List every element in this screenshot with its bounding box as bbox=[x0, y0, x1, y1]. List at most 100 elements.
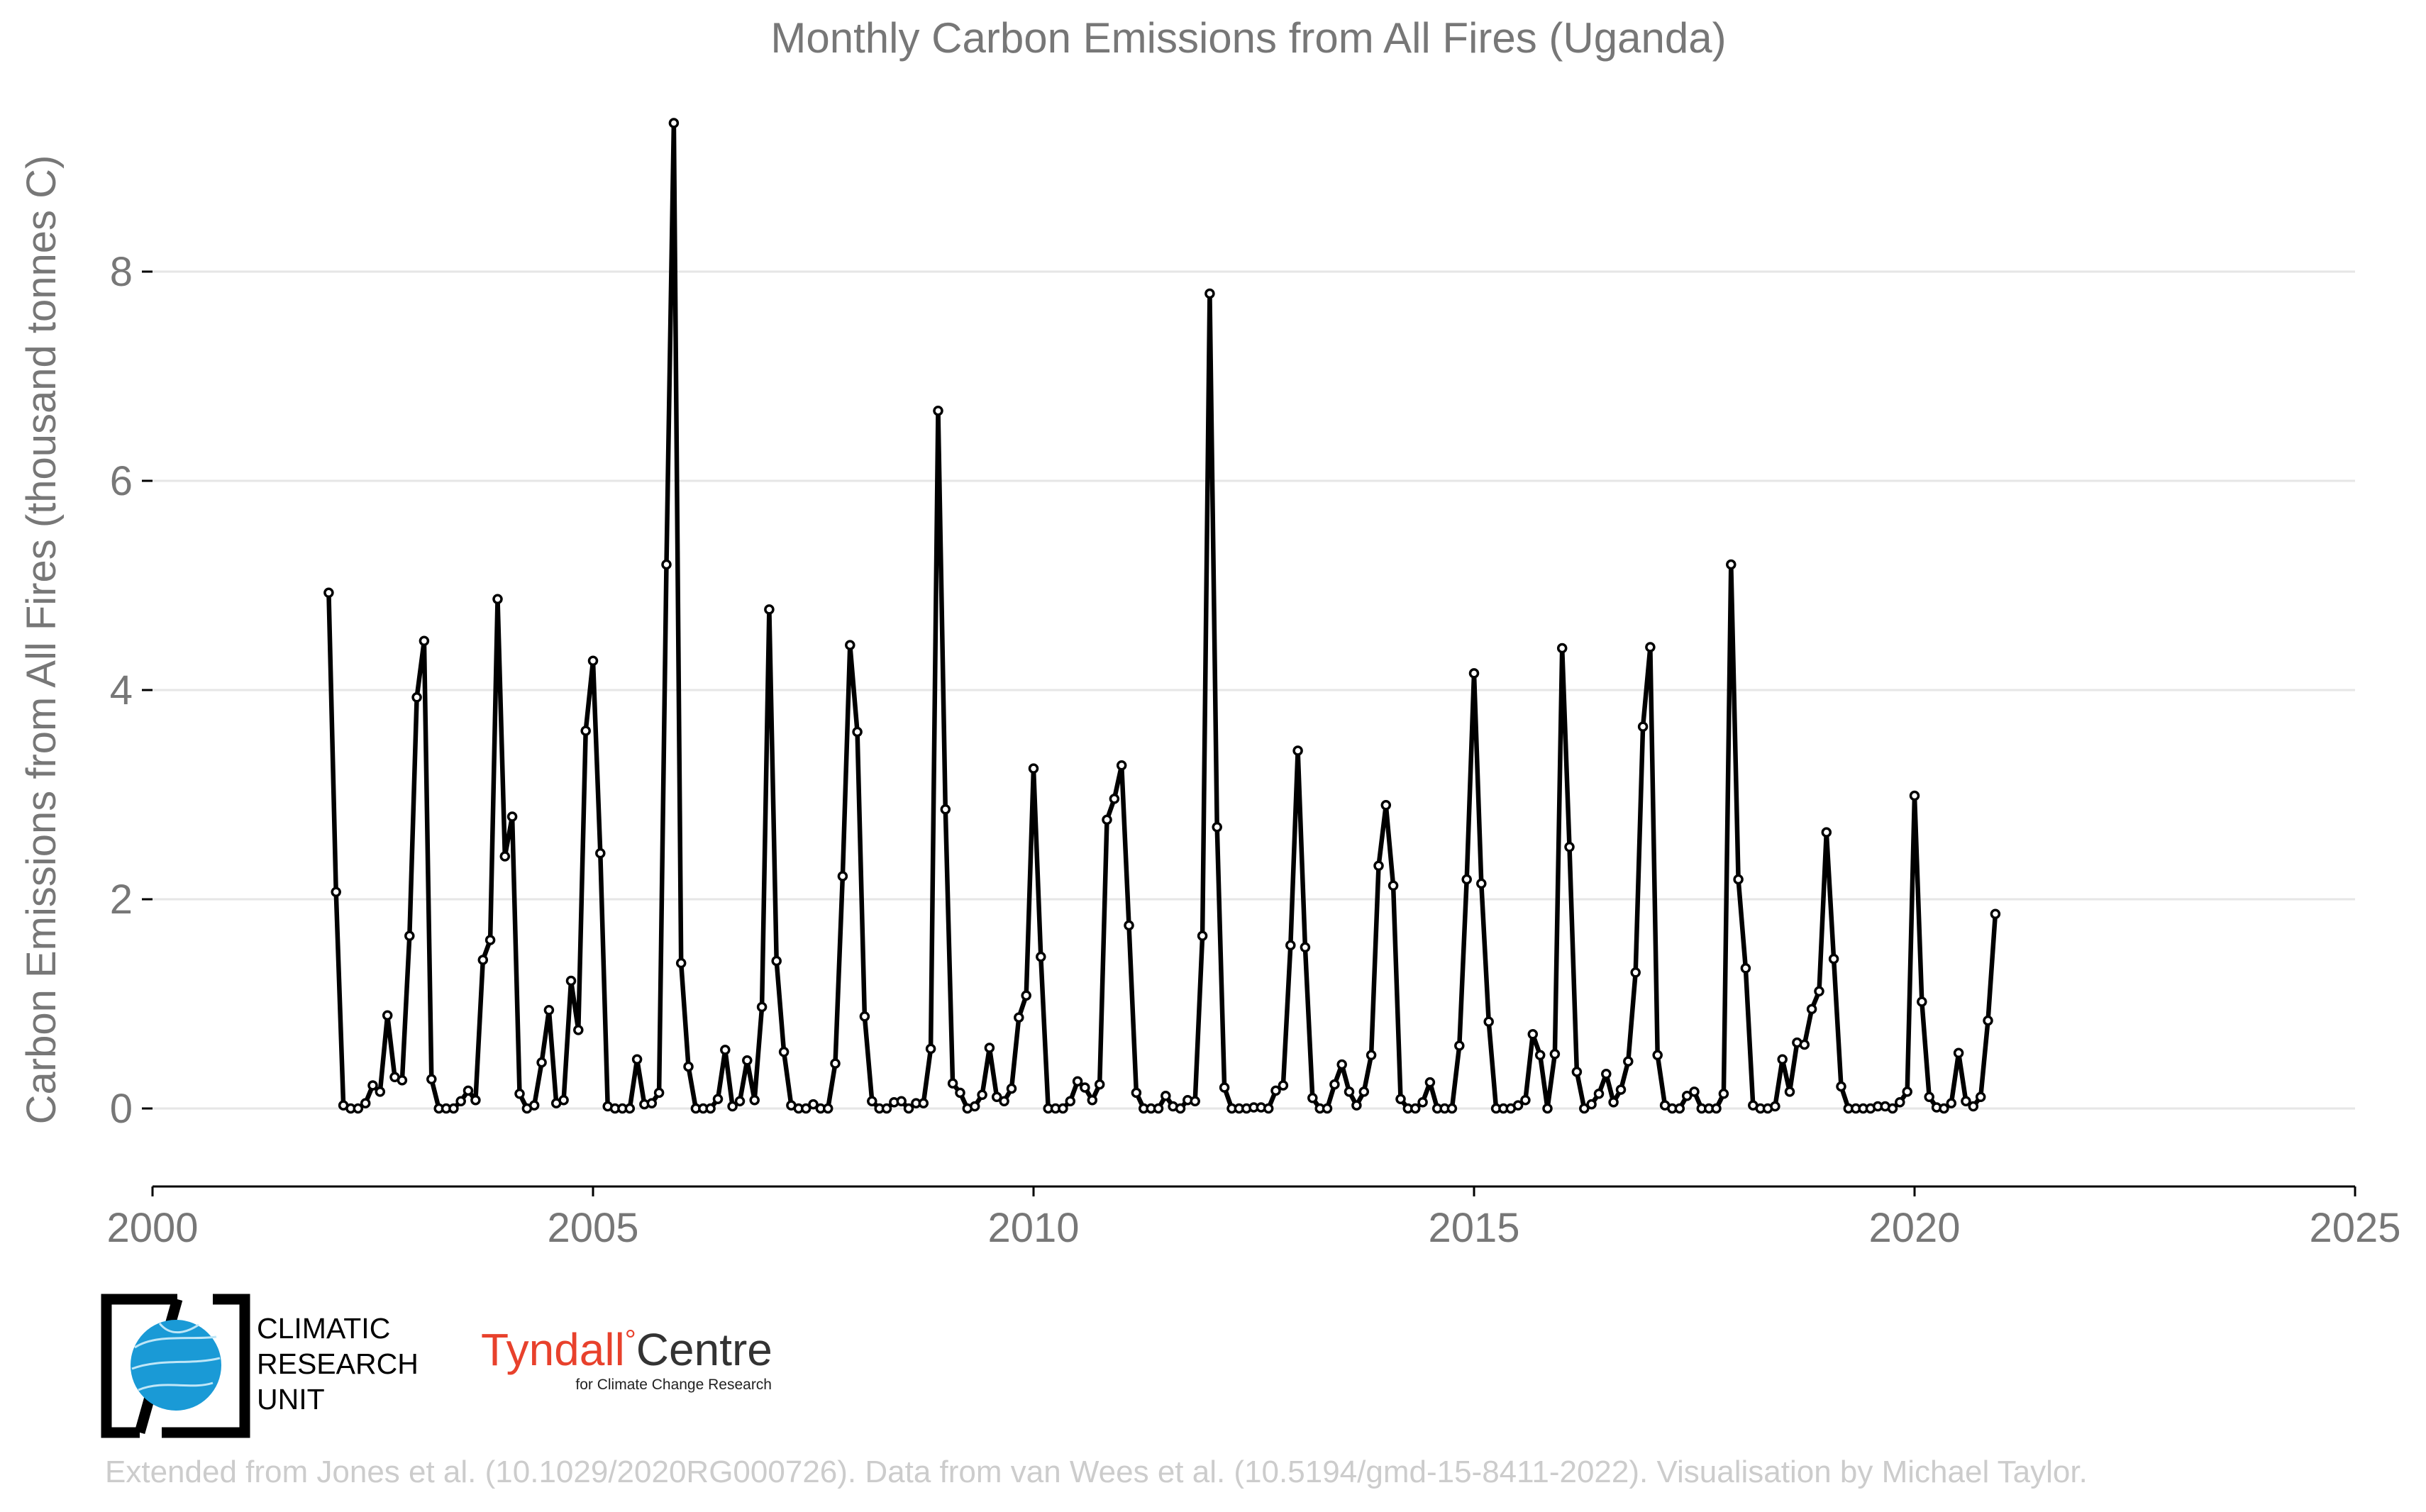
data-point bbox=[1689, 1086, 1700, 1097]
tyndall-logo: Tyndall°Centre for Climate Change Resear… bbox=[481, 1324, 772, 1393]
data-point bbox=[918, 1098, 929, 1108]
data-point bbox=[1681, 1091, 1693, 1101]
data-point bbox=[1593, 1089, 1605, 1099]
data-point bbox=[331, 886, 341, 897]
data-point bbox=[727, 1101, 738, 1112]
data-point bbox=[624, 1103, 636, 1114]
data-point bbox=[955, 1087, 965, 1099]
y-tick-label: 8 bbox=[110, 249, 133, 295]
data-point bbox=[1212, 821, 1222, 833]
data-point bbox=[1204, 288, 1215, 299]
data-point bbox=[1623, 1056, 1634, 1067]
data-point bbox=[1542, 1103, 1553, 1114]
data-point bbox=[1637, 721, 1649, 732]
data-point bbox=[1373, 860, 1384, 872]
data-point bbox=[1895, 1096, 1905, 1108]
data-point bbox=[1102, 814, 1112, 826]
data-point bbox=[1902, 1086, 1912, 1097]
data-point bbox=[1336, 1059, 1347, 1070]
data-point bbox=[631, 1054, 643, 1064]
data-point bbox=[1028, 763, 1039, 774]
data-point bbox=[1887, 1103, 1898, 1114]
data-point bbox=[1770, 1101, 1780, 1112]
data-point bbox=[1652, 1050, 1663, 1061]
data-point bbox=[1131, 1087, 1142, 1099]
tyndall-name: Tyndall°Centre bbox=[481, 1324, 772, 1375]
data-point bbox=[749, 1094, 760, 1106]
data-point bbox=[580, 726, 591, 736]
data-point bbox=[661, 559, 672, 570]
data-point bbox=[1161, 1091, 1171, 1101]
x-tick-label: 2000 bbox=[106, 1205, 198, 1251]
data-point bbox=[1917, 996, 1927, 1007]
data-point bbox=[1939, 1103, 1949, 1114]
data-point bbox=[852, 726, 863, 738]
data-point bbox=[1726, 559, 1737, 570]
data-point bbox=[514, 1089, 525, 1099]
data-point bbox=[1080, 1082, 1090, 1093]
data-point bbox=[1990, 908, 2001, 919]
x-tick-label: 2020 bbox=[1868, 1205, 1960, 1251]
data-point bbox=[1512, 1100, 1524, 1111]
data-point bbox=[397, 1074, 408, 1086]
data-point bbox=[1322, 1103, 1333, 1114]
data-point bbox=[1388, 880, 1399, 891]
data-point bbox=[720, 1045, 731, 1055]
data-point bbox=[1806, 1004, 1817, 1015]
data-point bbox=[1740, 963, 1751, 974]
data-point bbox=[1058, 1103, 1068, 1114]
data-point bbox=[1828, 953, 1839, 965]
data-point bbox=[1571, 1067, 1583, 1077]
tyndall-degree: ° bbox=[625, 1325, 636, 1356]
data-point bbox=[558, 1094, 569, 1106]
y-tick-label: 0 bbox=[110, 1086, 133, 1132]
data-point bbox=[668, 118, 680, 128]
data-point bbox=[382, 1010, 393, 1021]
data-point bbox=[1461, 874, 1472, 885]
data-point bbox=[1454, 1040, 1465, 1051]
data-point bbox=[477, 955, 489, 965]
data-point bbox=[1821, 827, 1832, 838]
data-point bbox=[1329, 1079, 1340, 1090]
credit-text: Extended from Jones et al. (10.1029/2020… bbox=[105, 1455, 2088, 1489]
data-point bbox=[448, 1103, 459, 1114]
data-point bbox=[1175, 1103, 1186, 1114]
data-point bbox=[903, 1103, 914, 1114]
data-point bbox=[411, 692, 422, 703]
data-point bbox=[1975, 1091, 1986, 1103]
data-point bbox=[984, 1043, 995, 1053]
data-point bbox=[991, 1091, 1002, 1103]
data-point bbox=[1777, 1054, 1788, 1064]
data-point bbox=[1109, 794, 1120, 804]
data-point bbox=[1924, 1091, 1934, 1103]
data-point bbox=[756, 1001, 768, 1013]
data-point bbox=[1014, 1012, 1024, 1023]
data-point bbox=[323, 587, 334, 599]
data-point bbox=[999, 1096, 1009, 1106]
data-point bbox=[1814, 986, 1824, 997]
data-point bbox=[881, 1103, 892, 1114]
data-point bbox=[675, 957, 687, 969]
x-tick-label: 2005 bbox=[547, 1205, 638, 1251]
data-point bbox=[940, 804, 951, 815]
data-point bbox=[463, 1085, 474, 1096]
data-point bbox=[1586, 1099, 1597, 1110]
x-tick-label: 2025 bbox=[2309, 1205, 2400, 1251]
data-point bbox=[1087, 1094, 1098, 1106]
chart-title: Monthly Carbon Emissions from All Fires … bbox=[770, 14, 1726, 62]
data-point bbox=[1799, 1039, 1810, 1050]
data-point bbox=[1424, 1077, 1436, 1088]
data-point bbox=[1116, 760, 1127, 771]
data-point bbox=[1579, 1103, 1590, 1114]
data-point bbox=[859, 1011, 870, 1022]
data-point bbox=[484, 935, 496, 945]
globe-icon bbox=[131, 1320, 221, 1411]
data-point bbox=[1615, 1084, 1627, 1095]
data-point bbox=[800, 1103, 812, 1114]
data-point bbox=[470, 1094, 481, 1106]
y-tick-label: 2 bbox=[110, 877, 133, 923]
data-point bbox=[353, 1103, 364, 1114]
data-point bbox=[1909, 790, 1920, 801]
data-point bbox=[1983, 1015, 1993, 1026]
